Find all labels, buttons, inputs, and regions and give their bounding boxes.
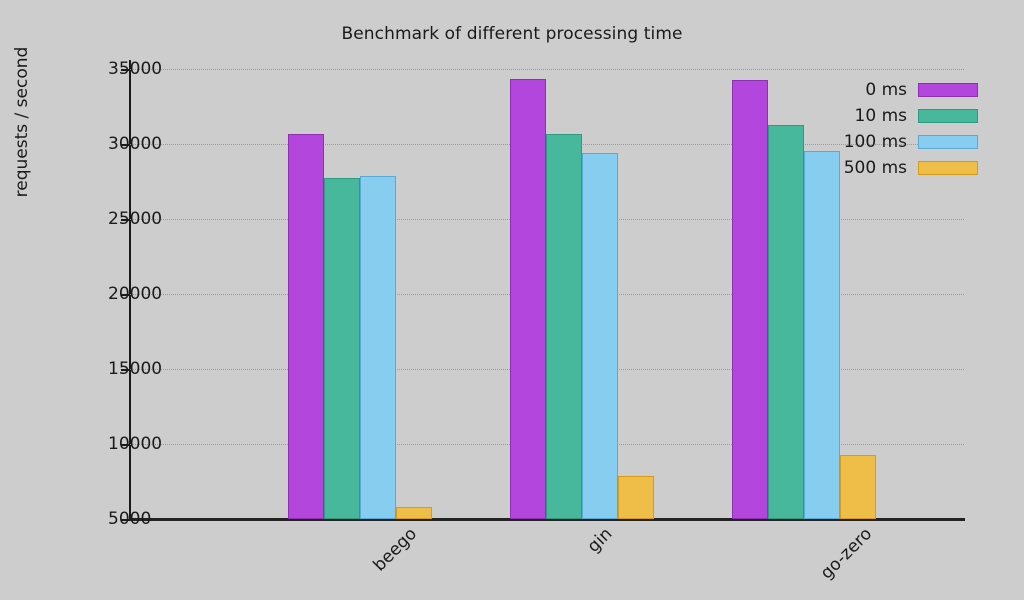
legend-item[interactable]: 100 ms (818, 130, 978, 154)
bar[interactable] (360, 175, 396, 519)
bar[interactable] (288, 133, 324, 519)
y-tick-mark (121, 69, 130, 71)
y-tick-mark (121, 144, 130, 146)
x-tick-label: gin (583, 524, 617, 557)
legend-swatch (918, 83, 978, 97)
chart-title: Benchmark of different processing time (341, 24, 683, 44)
legend-item[interactable]: 10 ms (818, 104, 978, 128)
legend-label: 10 ms (854, 106, 907, 126)
bar[interactable] (546, 133, 582, 519)
x-tick-label: beego (369, 524, 422, 576)
plot-area: 5000 10000 15000 20000 25000 30000 35000 (108, 59, 964, 529)
y-axis-line (129, 60, 131, 520)
bar[interactable] (804, 150, 840, 519)
y-axis-label: requests / second (12, 46, 32, 198)
legend-item[interactable]: 0 ms (818, 78, 978, 102)
bar[interactable] (582, 153, 618, 519)
bar[interactable] (732, 79, 768, 519)
legend-label: 100 ms (843, 132, 907, 152)
legend-item[interactable]: 500 ms (818, 156, 978, 180)
bar[interactable] (768, 124, 804, 519)
bar[interactable] (510, 78, 546, 519)
bar[interactable] (618, 475, 654, 519)
legend-label: 500 ms (843, 158, 907, 178)
chart-legend: 0 ms 10 ms 100 ms 500 ms (818, 78, 978, 182)
bar[interactable] (396, 507, 432, 519)
x-tick-label: go-zero (816, 524, 877, 584)
legend-swatch (918, 109, 978, 123)
bar[interactable] (324, 177, 360, 519)
y-tick-mark (121, 294, 130, 296)
y-tick-mark (121, 369, 130, 371)
gridline (130, 69, 964, 70)
legend-swatch (918, 135, 978, 149)
bar[interactable] (840, 455, 876, 519)
legend-label: 0 ms (865, 80, 907, 100)
y-tick-mark (121, 219, 130, 221)
y-tick-mark (121, 444, 130, 446)
y-tick-mark (121, 519, 130, 521)
legend-swatch (918, 161, 978, 175)
x-axis-line (129, 518, 965, 521)
